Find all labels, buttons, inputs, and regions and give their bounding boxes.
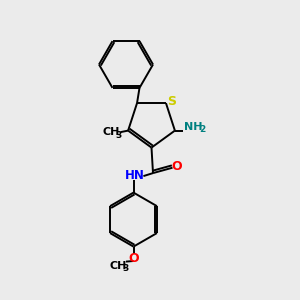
Text: CH: CH: [103, 127, 120, 137]
Text: O: O: [128, 252, 139, 265]
Text: 2: 2: [199, 124, 205, 134]
Text: CH: CH: [109, 261, 127, 271]
Text: O: O: [171, 160, 182, 173]
Text: NH: NH: [184, 122, 203, 132]
Text: 3: 3: [115, 130, 121, 140]
Text: 3: 3: [122, 264, 128, 273]
Text: HN: HN: [125, 169, 145, 182]
Text: S: S: [167, 95, 176, 108]
